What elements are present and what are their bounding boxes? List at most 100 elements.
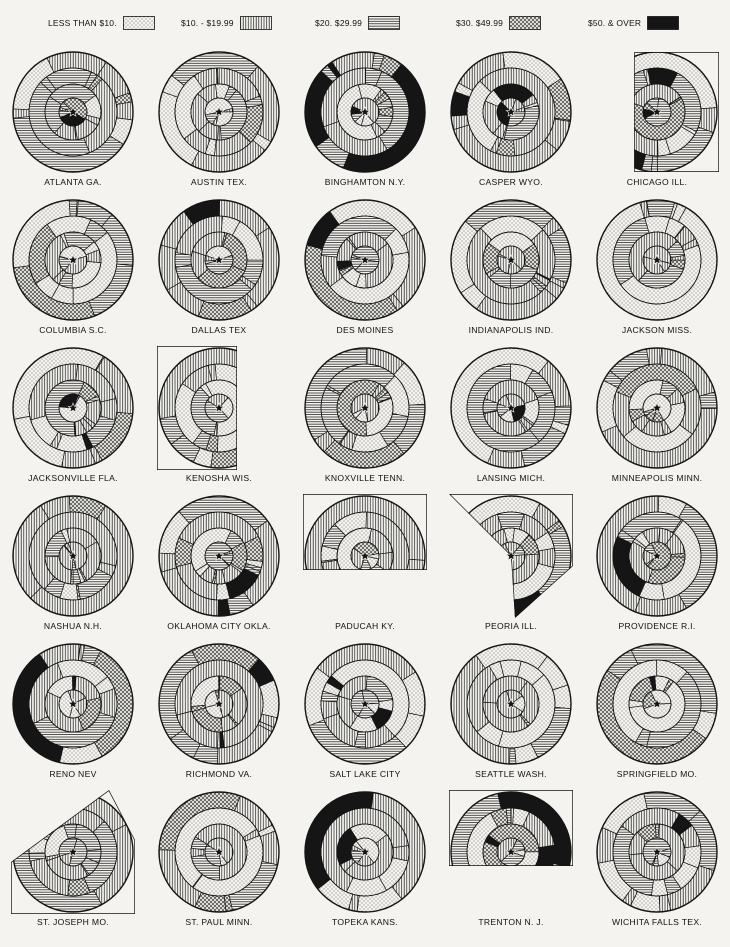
zone-ring xyxy=(204,393,234,423)
zone-diagram xyxy=(158,643,280,765)
city-outline xyxy=(158,199,280,321)
city-center-star xyxy=(505,846,517,857)
zone-sector-crosshatch xyxy=(507,871,565,912)
zone-ring xyxy=(466,363,556,453)
city-center-star xyxy=(67,846,79,857)
zone-sector-vertical xyxy=(458,873,476,889)
zone-ring xyxy=(58,393,88,423)
city-diagram: CASPER WYO. xyxy=(438,44,584,192)
zone-ring xyxy=(44,83,102,141)
city-label: TOPEKA KANS. xyxy=(331,917,398,927)
zone-diagram xyxy=(304,51,426,173)
city-label: DES MOINES xyxy=(336,325,394,335)
legend-item: LESS THAN $10. xyxy=(48,12,155,34)
zone-diagram xyxy=(12,51,134,173)
zone-ring xyxy=(174,511,264,601)
zone-ring xyxy=(350,245,380,275)
outer-boundary xyxy=(634,52,718,172)
zone-ring xyxy=(204,245,234,275)
city-outline xyxy=(304,643,426,765)
city-outline xyxy=(12,643,134,765)
city-label: PADUCAH KY. xyxy=(335,621,395,631)
zone-diagram xyxy=(450,643,572,765)
zone-sector-dots xyxy=(336,594,360,615)
zone-ring xyxy=(58,541,88,571)
zone-ring xyxy=(28,67,118,157)
city-diagram: JACKSON MISS. xyxy=(584,192,730,340)
zone-ring xyxy=(204,689,234,719)
zone-ring xyxy=(350,393,380,423)
zone-sector-crosshatch xyxy=(450,556,473,585)
city-label: DALLAS TEX xyxy=(191,325,247,335)
city-diagram: AUSTIN TEX. xyxy=(146,44,292,192)
city-center-star xyxy=(505,402,517,413)
zone-ring xyxy=(174,67,264,157)
zone-diagram xyxy=(12,643,134,765)
zone-ring xyxy=(482,823,540,866)
city-center-star xyxy=(67,106,79,117)
city-diagram: PEORIA ILL. xyxy=(438,488,584,636)
city-center-star xyxy=(651,254,663,265)
city-outline xyxy=(596,791,718,913)
zone-sectors xyxy=(12,51,134,173)
zone-ring xyxy=(350,97,380,127)
zone-diagram xyxy=(450,51,572,173)
city-outline xyxy=(450,347,572,469)
zone-diagram xyxy=(596,495,718,617)
city-label: SPRINGFIELD MO. xyxy=(616,769,698,779)
zone-ring xyxy=(642,97,672,127)
city-center-star xyxy=(651,550,663,561)
zone-sectors xyxy=(304,199,426,321)
city-label: LANSING MICH. xyxy=(476,473,546,483)
city-center-star xyxy=(359,106,371,117)
city-diagram: SALT LAKE CITY xyxy=(292,636,438,784)
zone-ring xyxy=(190,675,248,733)
city-diagram: TRENTON N. J. xyxy=(438,784,584,932)
zone-ring xyxy=(634,67,702,157)
zone-ring xyxy=(496,689,526,719)
zone-ring xyxy=(204,541,234,571)
city-center-star xyxy=(67,402,79,413)
legend-item: $20. $29.99 xyxy=(315,12,401,34)
city-center-star xyxy=(505,106,517,117)
zone-sectors xyxy=(450,791,572,912)
city-center-star xyxy=(67,254,79,265)
zone-ring xyxy=(190,823,248,881)
zone-ring xyxy=(612,363,702,453)
city-label: AUSTIN TEX. xyxy=(190,177,248,187)
zone-sectors xyxy=(450,347,572,469)
city-center-star xyxy=(213,254,225,265)
legend-swatch-fill xyxy=(647,16,680,30)
city-outline xyxy=(304,51,426,173)
city-center-star xyxy=(67,550,79,561)
zone-sector-vertical xyxy=(243,358,279,420)
zone-diagram xyxy=(596,347,718,469)
legend-swatch-fill xyxy=(368,16,401,30)
city-label: PROVIDENCE R.I. xyxy=(618,621,696,631)
zone-ring xyxy=(336,675,394,733)
city-outline xyxy=(12,495,134,617)
zone-sector-vertical xyxy=(466,881,508,912)
zone-ring xyxy=(628,823,686,881)
zone-ring xyxy=(350,837,380,867)
legend-swatch-horizontal xyxy=(368,16,401,30)
legend-swatch-fill xyxy=(239,16,272,30)
zone-ring xyxy=(466,659,556,749)
zone-sector-vertical xyxy=(646,347,663,366)
city-diagram: NASHUA N.H. xyxy=(0,488,146,636)
zone-ring xyxy=(482,379,540,437)
city-center-star xyxy=(651,698,663,709)
zone-ring xyxy=(174,363,237,453)
zone-sector-vertical xyxy=(475,868,510,896)
zone-ring xyxy=(44,231,102,289)
city-center-star xyxy=(213,402,225,413)
city-diagram-grid: ATLANTA GA. AUSTIN TEX. BINGHAMTON N.Y. CAS… xyxy=(0,44,730,947)
city-diagram: SPRINGFIELD MO. xyxy=(584,636,730,784)
zone-diagram xyxy=(450,347,572,469)
legend-label: $20. $29.99 xyxy=(315,18,363,28)
zone-ring xyxy=(28,363,118,453)
zone-ring xyxy=(190,231,248,289)
city-diagram: KENOSHA WIS. xyxy=(146,340,292,488)
legend-swatch-fill xyxy=(509,16,542,30)
zone-sector-horizontal xyxy=(509,747,517,765)
